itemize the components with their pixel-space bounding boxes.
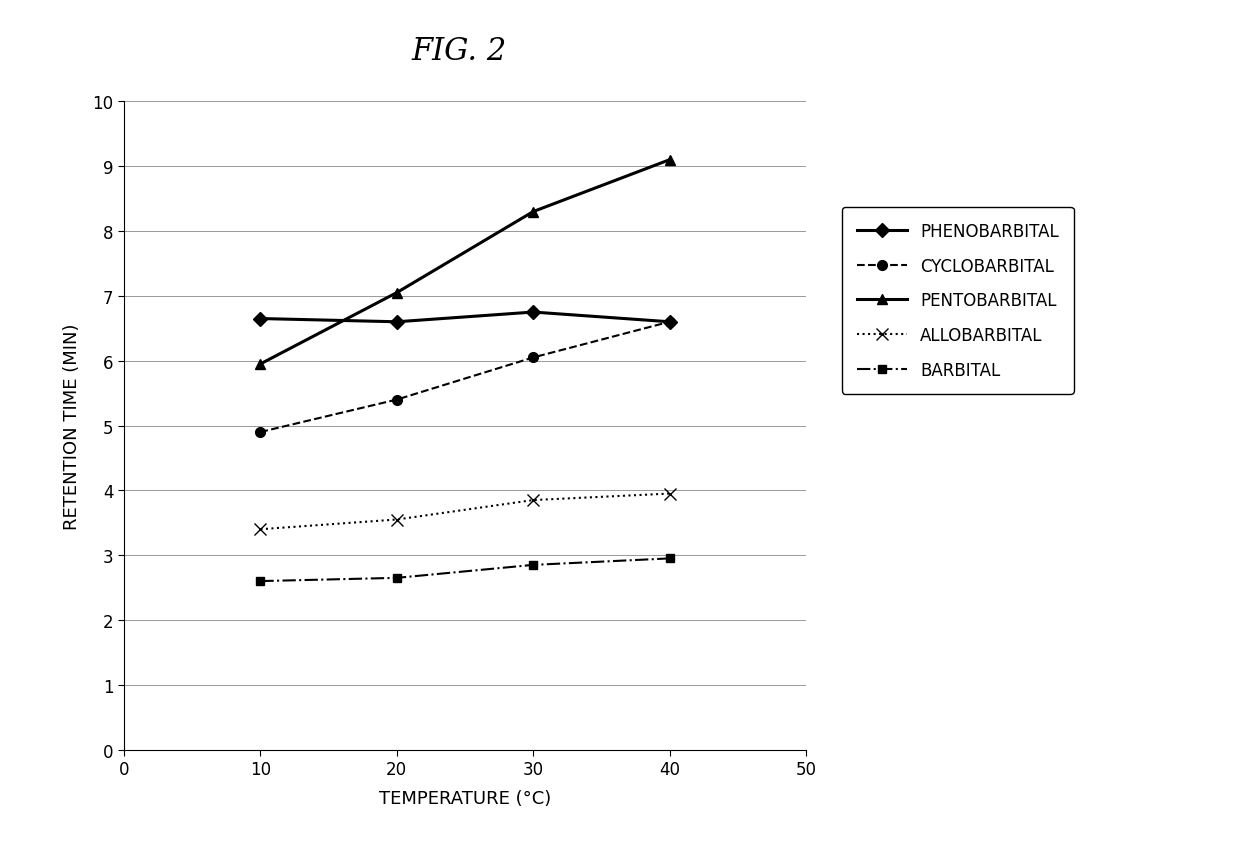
CYCLOBARBITAL [253, 428, 268, 438]
Y-axis label: RETENTION TIME (MIN): RETENTION TIME (MIN) [63, 323, 82, 529]
Line: BARBITAL: BARBITAL [257, 555, 673, 585]
PENTOBARBITAL [526, 207, 541, 217]
Text: FIG. 2: FIG. 2 [412, 36, 506, 66]
Line: ALLOBARBITAL: ALLOBARBITAL [254, 487, 676, 536]
PENTOBARBITAL [389, 288, 404, 298]
PHENOBARBITAL [253, 314, 268, 325]
PENTOBARBITAL [662, 155, 677, 165]
ALLOBARBITAL [526, 495, 541, 505]
BARBITAL [662, 554, 677, 564]
Line: CYCLOBARBITAL: CYCLOBARBITAL [255, 318, 675, 437]
Line: PHENOBARBITAL: PHENOBARBITAL [255, 308, 675, 327]
BARBITAL [389, 573, 404, 584]
X-axis label: TEMPERATURE (°C): TEMPERATURE (°C) [379, 789, 551, 807]
CYCLOBARBITAL [662, 317, 677, 327]
PHENOBARBITAL [662, 317, 677, 327]
PHENOBARBITAL [389, 317, 404, 327]
ALLOBARBITAL [253, 525, 268, 535]
PENTOBARBITAL [253, 360, 268, 370]
PHENOBARBITAL [526, 308, 541, 318]
BARBITAL [526, 560, 541, 570]
ALLOBARBITAL [389, 515, 404, 525]
Legend: PHENOBARBITAL, CYCLOBARBITAL, PENTOBARBITAL, ALLOBARBITAL, BARBITAL: PHENOBARBITAL, CYCLOBARBITAL, PENTOBARBI… [842, 208, 1074, 394]
ALLOBARBITAL [662, 489, 677, 499]
Line: PENTOBARBITAL: PENTOBARBITAL [255, 156, 675, 369]
BARBITAL [253, 576, 268, 586]
CYCLOBARBITAL [526, 353, 541, 363]
CYCLOBARBITAL [389, 395, 404, 406]
